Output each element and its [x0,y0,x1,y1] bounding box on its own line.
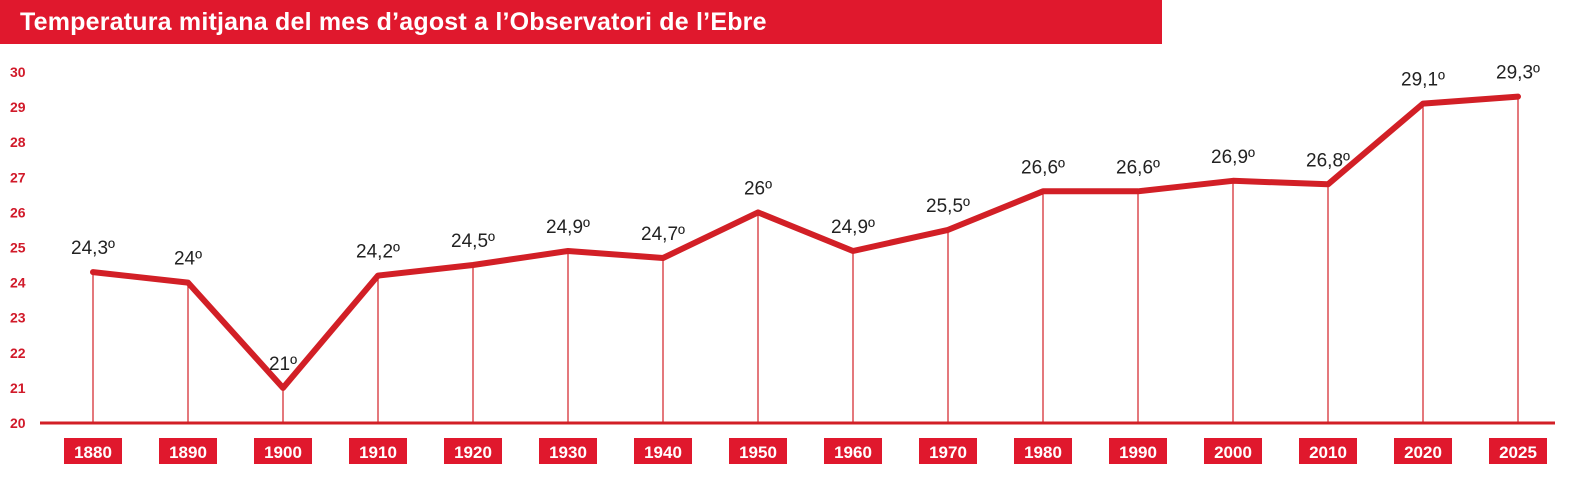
x-tick-box [729,438,787,464]
x-tick-label: 2000 [1214,443,1252,462]
series-line [90,93,1521,391]
x-tick-box [539,438,597,464]
data-label: 26,6º [1021,157,1065,178]
chart-title: Temperatura mitjana del mes d’agost a l’… [20,7,767,36]
x-tick-label: 2025 [1499,443,1537,462]
data-label: 21º [269,354,297,375]
data-labels: 24,3º 24º 21º 24,2º 24,5º 24,9º 24,7º 26º 24,9º 2… [71,63,1540,375]
chart-title-bar: Temperatura mitjana del mes d’agost a l’… [0,0,1162,44]
x-tick-box [1394,438,1452,464]
x-tick-label: 1920 [454,443,492,462]
x-tick-box [64,438,122,464]
x-tick-label: 1940 [644,443,682,462]
x-tick-box [919,438,977,464]
x-tick-box [444,438,502,464]
x-tick-box [349,438,407,464]
x-tick-label: 1960 [834,443,872,462]
y-tick-label: 24 [10,275,26,291]
x-tick-label: 1990 [1119,443,1157,462]
data-label: 24,9º [831,217,875,238]
x-tick-box [254,438,312,464]
x-tick-label: 1980 [1024,443,1062,462]
x-tick-label: 1880 [74,443,112,462]
y-tick-label: 21 [10,380,26,396]
data-label: 24,5º [451,231,495,252]
data-label: 25,5º [926,196,970,217]
y-tick-label: 27 [10,169,26,185]
data-label: 26,6º [1116,157,1160,178]
y-tick-label: 25 [10,240,26,256]
x-tick-box [824,438,882,464]
x-tick-box [1204,438,1262,464]
y-tick-label: 20 [10,415,26,431]
x-tick-box [1299,438,1357,464]
x-tick-box [1014,438,1072,464]
data-label: 24,2º [356,242,400,263]
y-axis-ticks: 20 21 22 23 24 25 26 27 28 29 30 [10,64,26,431]
y-tick-label: 22 [10,345,26,361]
data-label: 26,8º [1306,150,1350,171]
x-tick-label: 1950 [739,443,777,462]
data-label: 24,7º [641,224,685,245]
x-tick-label: 2020 [1404,443,1442,462]
x-tick-label: 1910 [359,443,397,462]
data-label: 24º [174,249,202,270]
data-label: 26º [744,178,772,199]
y-tick-label: 29 [10,99,26,115]
x-tick-label: 1930 [549,443,587,462]
x-tick-box [1109,438,1167,464]
x-tick-box [159,438,217,464]
data-label: 29,1º [1401,70,1445,91]
x-tick-label: 2010 [1309,443,1347,462]
data-label: 24,9º [546,217,590,238]
x-tick-label: 1900 [264,443,302,462]
y-tick-label: 23 [10,310,26,326]
x-tick-box [634,438,692,464]
y-tick-label: 30 [10,64,26,80]
data-label: 26,9º [1211,147,1255,168]
y-tick-label: 28 [10,134,26,150]
drop-lines [92,96,1519,423]
x-tick-label: 1970 [929,443,967,462]
x-tick-box [1489,438,1547,464]
y-tick-label: 26 [10,204,26,220]
x-axis-ticks: 1880 1890 1900 1910 1920 1930 1940 1950 1960 1970… [64,438,1547,464]
x-tick-label: 1890 [169,443,207,462]
data-label: 24,3º [71,238,115,259]
data-label: 29,3º [1496,63,1540,84]
